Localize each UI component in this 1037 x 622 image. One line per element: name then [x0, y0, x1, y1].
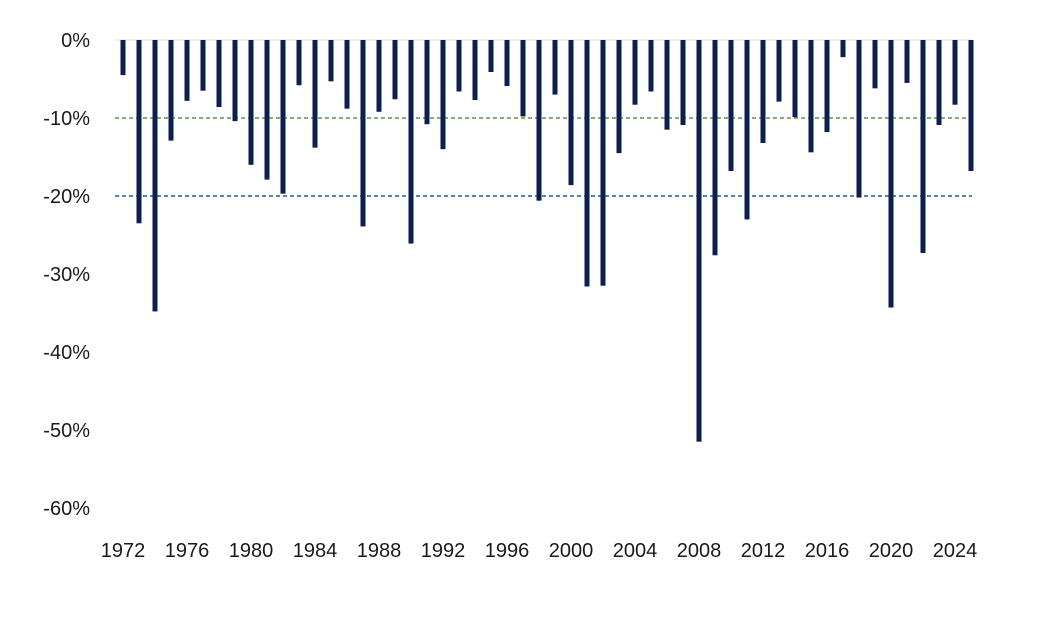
y-tick-label: -60% — [43, 498, 90, 520]
x-tick-label: 2016 — [805, 540, 850, 562]
bar — [488, 40, 494, 72]
y-tick-label: -30% — [43, 264, 90, 286]
y-axis-tick-labels: 0% -10% -20% -30% -40% -50% -60% — [43, 30, 90, 520]
bar — [168, 40, 174, 141]
bar — [888, 40, 894, 308]
bar — [280, 40, 286, 194]
bar — [184, 40, 190, 101]
bar — [616, 40, 622, 154]
x-tick-label: 1992 — [421, 540, 466, 562]
bar — [632, 40, 638, 105]
y-tick-label: -10% — [43, 108, 90, 130]
bar — [920, 40, 926, 253]
x-tick-label: 1980 — [229, 540, 274, 562]
bar — [264, 40, 270, 180]
x-tick-label: 2000 — [549, 540, 594, 562]
bar — [456, 40, 462, 92]
bar — [232, 40, 238, 122]
bar — [568, 40, 574, 186]
bar — [744, 40, 750, 220]
bar — [248, 40, 254, 165]
bar — [952, 40, 958, 105]
bar — [600, 40, 606, 286]
bar — [472, 40, 478, 101]
bar — [328, 40, 334, 82]
bar — [856, 40, 862, 198]
x-tick-label: 2004 — [613, 540, 658, 562]
reference-lines — [115, 117, 972, 197]
bar — [824, 40, 830, 133]
bar — [968, 40, 974, 172]
y-tick-label: -40% — [43, 342, 90, 364]
x-tick-label: 1996 — [485, 540, 530, 562]
bar — [200, 40, 206, 91]
bar — [696, 40, 702, 442]
x-tick-label: 1984 — [293, 540, 338, 562]
bar — [360, 40, 366, 227]
bar — [504, 40, 510, 87]
bar — [216, 40, 222, 108]
bar — [136, 40, 142, 224]
bar — [712, 40, 718, 256]
x-tick-label: 2008 — [677, 540, 722, 562]
bar — [440, 40, 446, 150]
x-tick-label: 1976 — [165, 540, 210, 562]
bar — [376, 40, 382, 112]
bar — [552, 40, 558, 95]
bar — [536, 40, 542, 201]
bar — [296, 40, 302, 86]
bar — [840, 40, 846, 58]
x-axis-tick-labels: 1972 1976 1980 1984 1988 1992 1996 2000 2004 2008… — [101, 540, 978, 562]
bar — [344, 40, 350, 109]
y-tick-label: 0% — [61, 30, 90, 52]
bar — [152, 40, 158, 312]
bar — [680, 40, 686, 126]
bar — [648, 40, 654, 92]
x-tick-label: 1972 — [101, 540, 146, 562]
bar — [520, 40, 526, 117]
bar — [584, 40, 590, 287]
x-tick-label: 2012 — [741, 540, 786, 562]
bar — [312, 40, 318, 148]
bar — [808, 40, 814, 153]
bar — [392, 40, 398, 100]
bar — [936, 40, 942, 126]
x-tick-label: 2020 — [869, 540, 914, 562]
bar — [664, 40, 670, 130]
x-tick-label: 1988 — [357, 540, 402, 562]
x-tick-label: 2024 — [933, 540, 978, 562]
bar — [760, 40, 766, 143]
y-tick-label: -50% — [43, 420, 90, 442]
bar — [120, 40, 126, 76]
bar — [776, 40, 782, 102]
bar — [728, 40, 734, 172]
bar — [424, 40, 430, 125]
bar — [904, 40, 910, 83]
bar — [408, 40, 414, 244]
bar — [872, 40, 878, 89]
bar — [792, 40, 798, 118]
y-tick-label: -20% — [43, 186, 90, 208]
bar-series — [120, 40, 974, 442]
